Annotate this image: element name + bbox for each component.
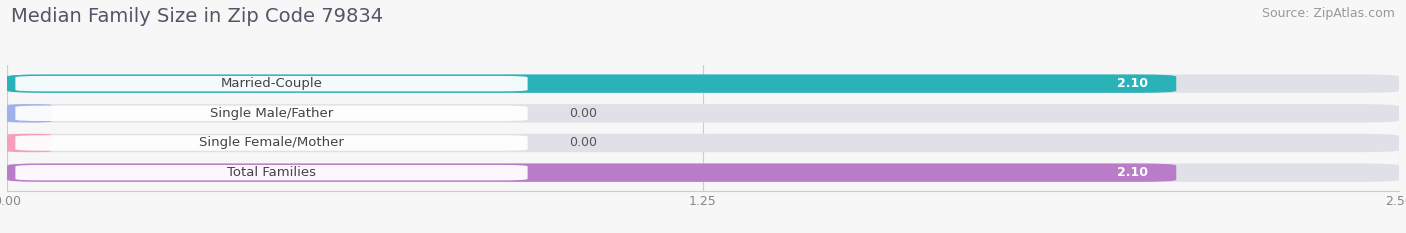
Text: Median Family Size in Zip Code 79834: Median Family Size in Zip Code 79834	[11, 7, 384, 26]
Text: Single Male/Father: Single Male/Father	[209, 107, 333, 120]
FancyBboxPatch shape	[7, 104, 52, 123]
Text: 2.10: 2.10	[1118, 77, 1149, 90]
FancyBboxPatch shape	[7, 134, 52, 152]
FancyBboxPatch shape	[15, 165, 527, 180]
Text: Single Female/Mother: Single Female/Mother	[200, 137, 344, 150]
FancyBboxPatch shape	[7, 164, 1399, 182]
FancyBboxPatch shape	[7, 134, 1399, 152]
FancyBboxPatch shape	[15, 106, 527, 121]
Text: 0.00: 0.00	[569, 137, 598, 150]
FancyBboxPatch shape	[7, 164, 1177, 182]
Text: Total Families: Total Families	[226, 166, 316, 179]
FancyBboxPatch shape	[15, 76, 527, 91]
FancyBboxPatch shape	[7, 74, 1399, 93]
Text: 2.10: 2.10	[1118, 166, 1149, 179]
Text: Source: ZipAtlas.com: Source: ZipAtlas.com	[1261, 7, 1395, 20]
FancyBboxPatch shape	[7, 104, 1399, 123]
FancyBboxPatch shape	[7, 74, 1177, 93]
Text: 0.00: 0.00	[569, 107, 598, 120]
Text: Married-Couple: Married-Couple	[221, 77, 322, 90]
FancyBboxPatch shape	[15, 135, 527, 151]
